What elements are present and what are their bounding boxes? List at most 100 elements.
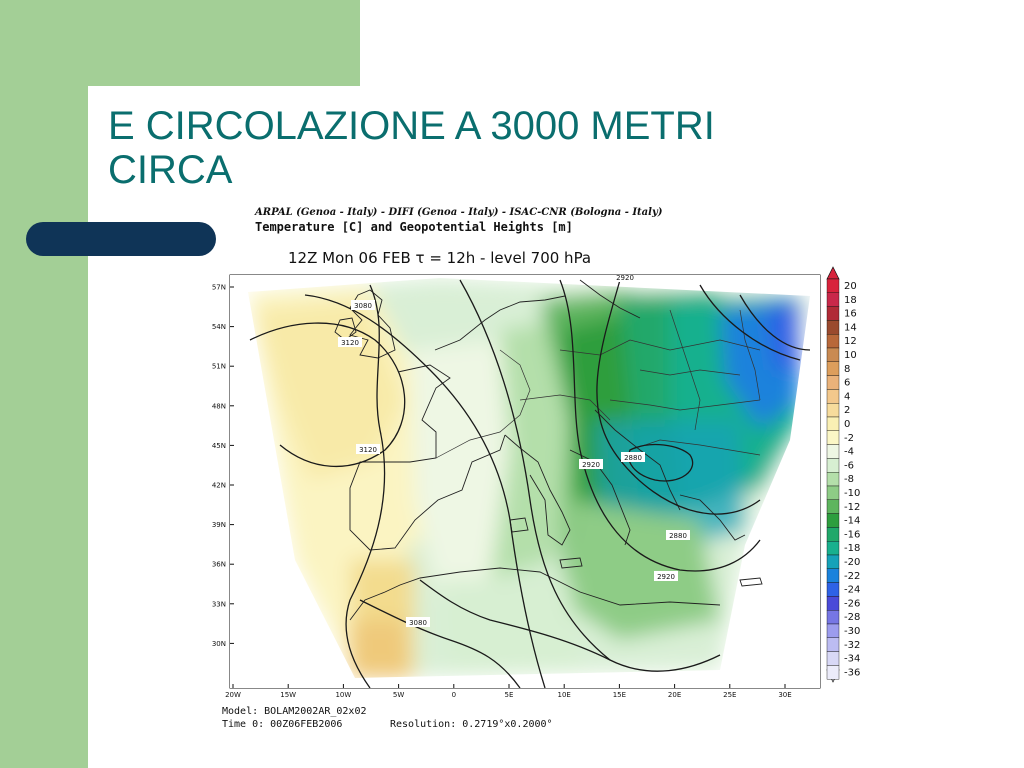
colorbar-swatch	[826, 361, 840, 376]
colorbar-label: 4	[844, 391, 850, 402]
lat-tick-label: 42N	[212, 482, 226, 490]
colorbar-label: -16	[844, 529, 860, 540]
lon-tick-label: 5E	[505, 691, 514, 699]
colorbar-label: -20	[844, 557, 860, 568]
lat-tick-label: 30N	[212, 640, 226, 648]
colorbar-swatch	[826, 499, 840, 514]
colorbar-swatch	[826, 458, 840, 473]
lat-tick-label: 36N	[212, 561, 226, 569]
colorbar-swatch	[826, 402, 840, 418]
colorbar-swatch	[826, 665, 840, 680]
colorbar-label: -30	[844, 626, 860, 637]
colorbar-label: 0	[844, 419, 850, 430]
colorbar-label: 8	[844, 364, 850, 375]
contour-labels: 2920 3080 3120 3120 2920 2880 2880 2920 …	[338, 275, 690, 627]
colorbar-swatch	[826, 347, 840, 363]
contour-label: 2920	[579, 459, 603, 469]
colorbar-swatch	[826, 596, 840, 611]
colorbar-swatch	[826, 513, 840, 528]
colorbar-label: -28	[844, 612, 860, 623]
footer-time: Time 0: 00Z06FEB2006	[222, 719, 342, 730]
colorbar-swatch	[826, 527, 840, 542]
lon-tick-label: 20W	[225, 691, 241, 699]
lat-tick-label: 45N	[212, 442, 226, 450]
colorbar-label: -32	[844, 640, 860, 651]
colorbar-label: -36	[844, 667, 860, 678]
colorbar-label: -24	[844, 585, 860, 596]
geopotential-isolines	[249, 279, 811, 688]
lon-tick-label: 5W	[393, 691, 404, 699]
svg-text:3080: 3080	[354, 302, 372, 310]
colorbar-swatch	[826, 430, 840, 445]
colorbar-swatch	[826, 554, 840, 570]
lon-tick-label: 20E	[668, 691, 681, 699]
colorbar-label: 2	[844, 405, 850, 416]
colorbar-swatch	[826, 651, 840, 666]
lat-tick-label: 39N	[212, 521, 226, 529]
slide-green-header-band	[88, 0, 360, 86]
contour-label: 3120	[356, 444, 380, 454]
colorbar-label: 20	[844, 281, 857, 292]
contour-label: 2880	[666, 530, 690, 540]
colorbar-swatch	[826, 485, 840, 501]
colorbar-label: -14	[844, 516, 860, 527]
slide-green-sidebar	[0, 0, 88, 768]
lat-tick-label: 51N	[212, 363, 226, 371]
colorbar-swatch	[826, 389, 840, 404]
slide-title-line-2: CIRCA	[108, 148, 233, 192]
colorbar-swatch	[826, 472, 840, 487]
contour-label: 3080	[351, 300, 375, 310]
colorbar-label: -34	[844, 654, 860, 665]
colorbar-swatch	[826, 568, 840, 583]
lon-tick-label: 0	[452, 691, 456, 699]
slide-title: E CIRCOLAZIONE A 3000 METRI CIRCA	[108, 104, 868, 192]
colorbar-label: -4	[844, 447, 854, 458]
svg-text:2880: 2880	[669, 532, 687, 540]
colorbar-label: -6	[844, 460, 854, 471]
lon-tick-label: 15W	[280, 691, 296, 699]
colorbar-swatch	[826, 292, 840, 307]
footer-model: Model: BOLAM2002AR_02x02	[222, 706, 367, 717]
slide-content-corner	[88, 86, 218, 216]
header-time: 12Z Mon 06 FEB τ = 12h - level 700 hPa	[288, 249, 591, 267]
colorbar-label: 6	[844, 378, 850, 389]
lat-tick-label: 57N	[212, 284, 226, 292]
svg-text:2880: 2880	[624, 454, 642, 462]
coastlines	[334, 279, 763, 621]
colorbar-swatch	[826, 306, 840, 321]
svg-text:3120: 3120	[341, 339, 359, 347]
footer-resolution: Resolution: 0.2719°x0.2000°	[390, 719, 553, 730]
contour-label: 3120	[338, 337, 362, 347]
svg-text:2920: 2920	[582, 461, 600, 469]
colorbar-swatch	[826, 610, 840, 625]
header-institutions: ARPAL (Genoa - Italy) - DIFI (Genoa - It…	[254, 207, 663, 218]
slide-title-line-1: E CIRCOLAZIONE A 3000 METRI	[108, 104, 715, 148]
colorbar-label: 18	[844, 295, 857, 306]
svg-text:2920: 2920	[657, 573, 675, 581]
colorbar-label: -2	[844, 433, 854, 444]
colorbar-label: 12	[844, 336, 857, 347]
colorbar-swatch	[826, 582, 840, 597]
slide-accent-pill	[26, 222, 216, 256]
colorbar-label: 14	[844, 322, 857, 333]
lon-tick-label: 30E	[778, 691, 791, 699]
colorbar-label: -18	[844, 543, 860, 554]
latitude-axis: 57N 54N 51N 48N 45N 42N 39N 36N 33N 30N	[212, 284, 234, 648]
colorbar-label: -26	[844, 598, 860, 609]
svg-text:3080: 3080	[409, 619, 427, 627]
temperature-field: 2920 3080 3120 3120 2920 2880 2880 2920 …	[230, 275, 820, 688]
colorbar-label: -12	[844, 502, 860, 513]
colorbar-label: -22	[844, 571, 860, 582]
contour-label: 2920	[654, 571, 678, 581]
colorbar-swatch	[826, 375, 840, 390]
colorbar-label: -8	[844, 474, 854, 485]
lon-tick-label: 15E	[613, 691, 626, 699]
lat-tick-label: 33N	[212, 600, 226, 608]
colorbar-label: -10	[844, 488, 860, 499]
contour-label: 2920	[613, 275, 637, 282]
longitude-axis: 20W 15W 10W 5W 0 5E 10E 15E 20E 25E 30E	[225, 684, 792, 699]
colorbar-swatch	[826, 637, 840, 652]
header-fields: Temperature [C] and Geopotential Heights…	[255, 220, 573, 234]
colorbar-swatch	[826, 416, 840, 432]
lat-tick-label: 48N	[212, 402, 226, 410]
